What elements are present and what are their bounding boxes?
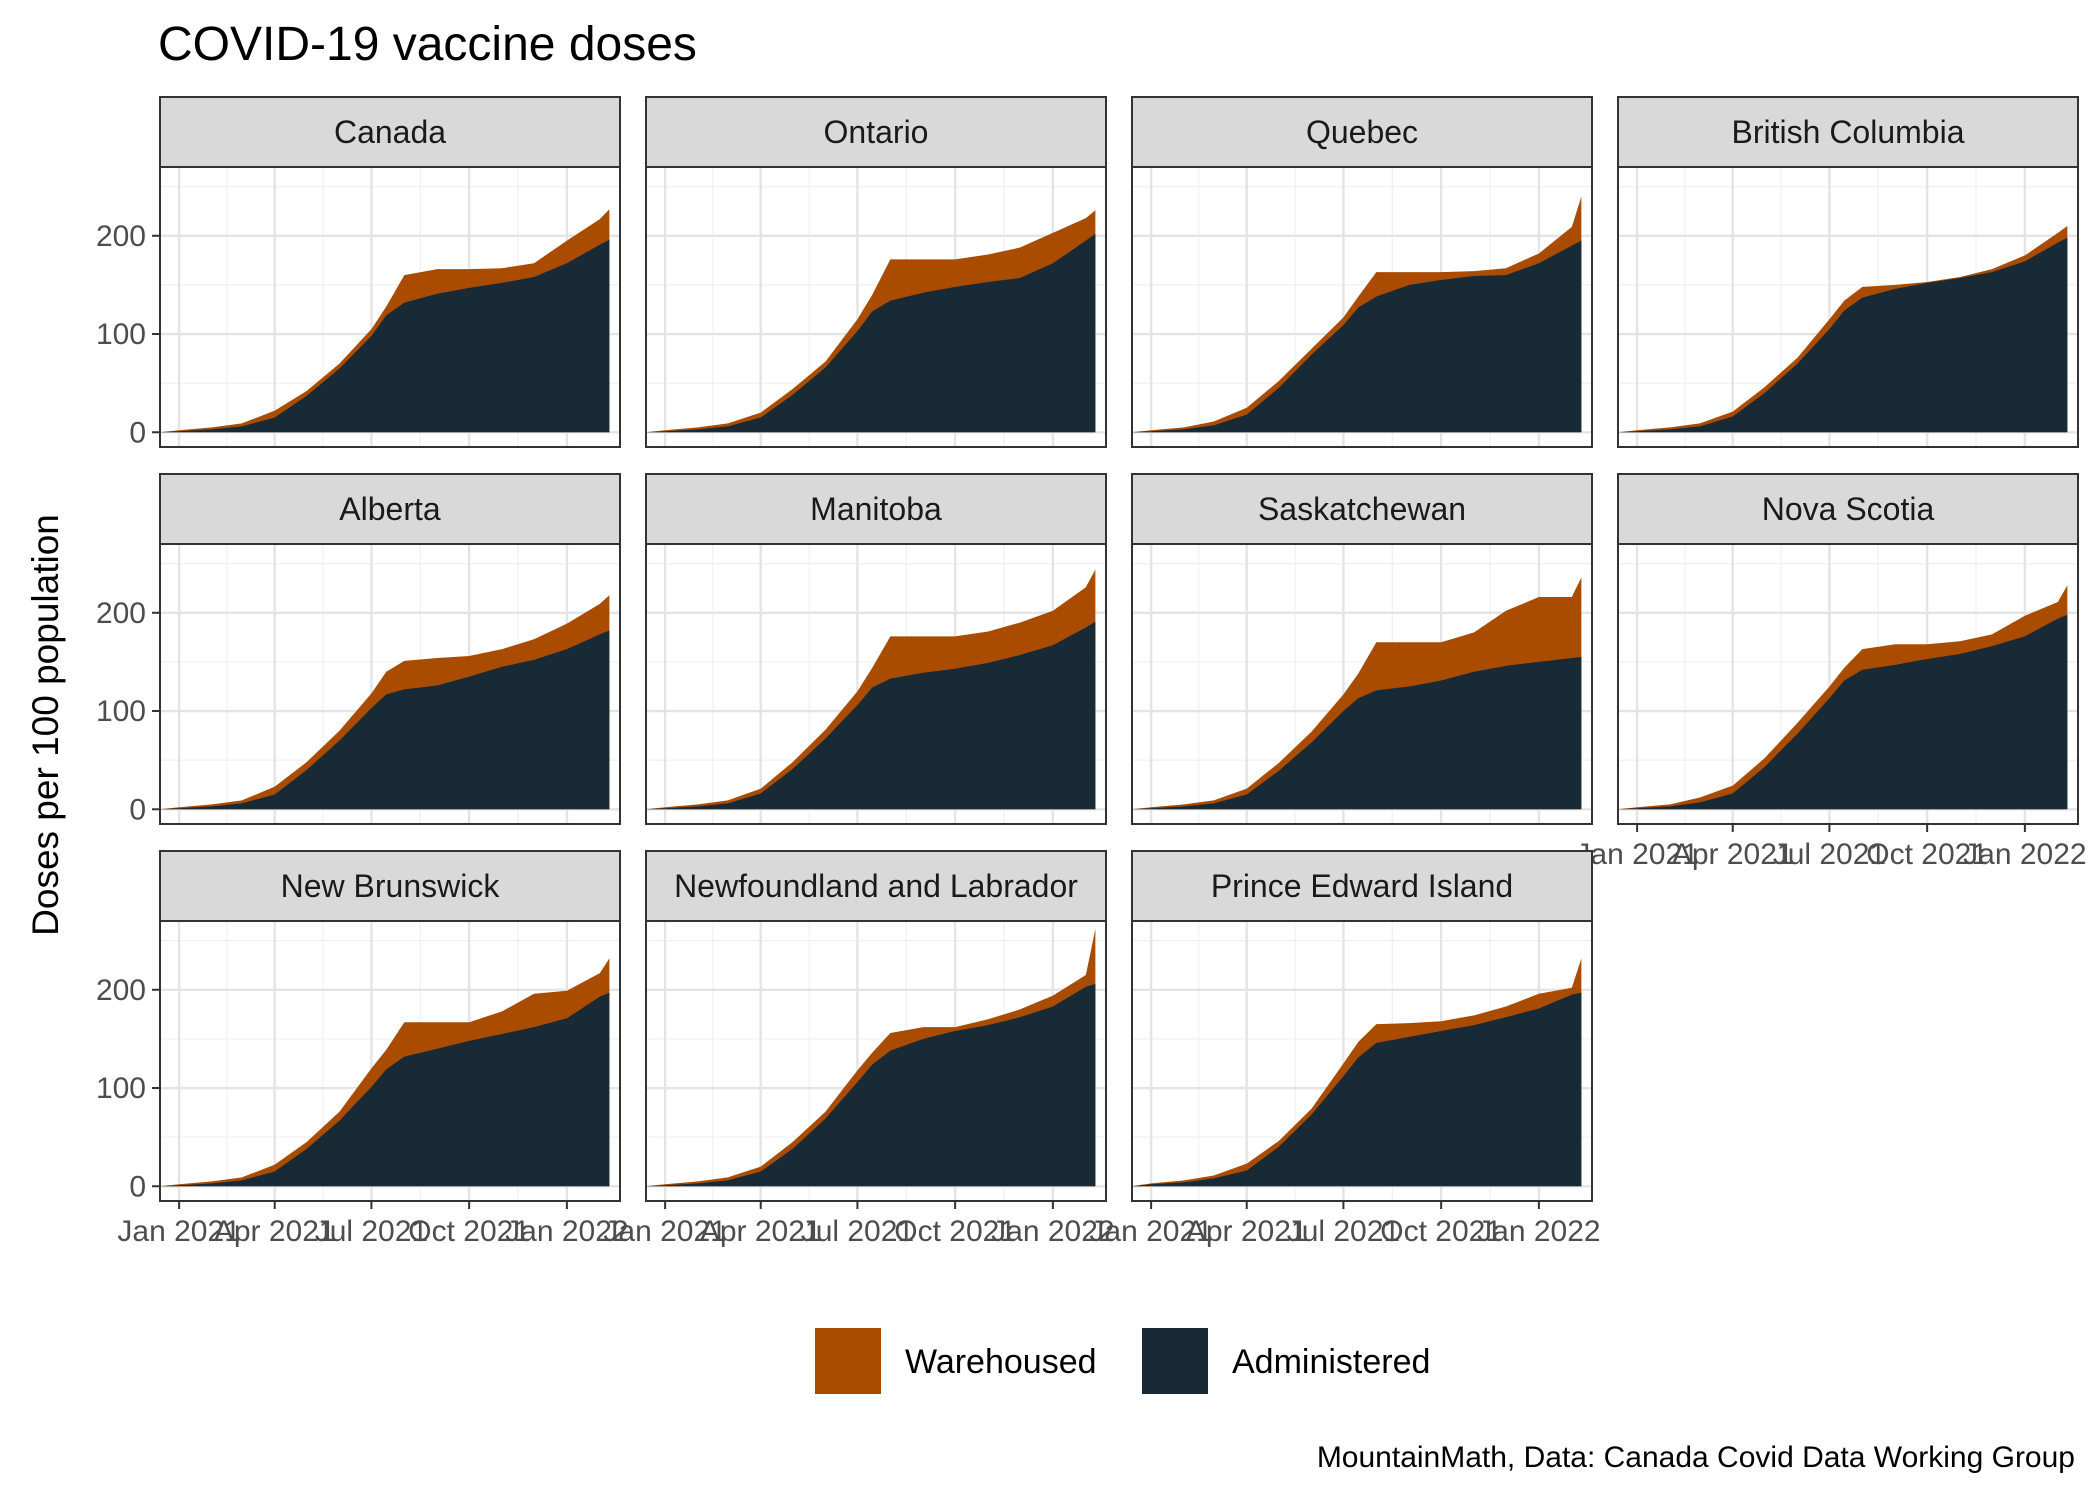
panel-border [159,920,621,1202]
panel-border [1131,543,1593,825]
y-tick-label: 200 [96,220,146,253]
panel-border [159,543,621,825]
x-tick-label: Apr 2021 [1186,1215,1308,1248]
series-administered-area [160,630,610,810]
panel-canada: Canada 0 100 200 [96,96,621,449]
panel-strip-label: Ontario [824,114,929,150]
series-administered-area [646,983,1096,1187]
panel-border [1131,166,1593,448]
panel-border [1617,543,2079,825]
x-tick-label: Jul 2021 [801,1215,914,1248]
series-administered-area [1132,240,1582,433]
panel-strip-label: Manitoba [810,491,942,527]
panel-ontario: Ontario [645,96,1107,448]
panel-strip [1131,473,1593,545]
series-administered-area [646,621,1096,810]
panel-strip-label: Nova Scotia [1762,491,1935,527]
x-tick-label: Jul 2021 [315,1215,428,1248]
series-administered-area [1618,614,2068,810]
panel-strip-label: Prince Edward Island [1211,868,1513,904]
x-tick-label: Jul 2021 [1287,1215,1400,1248]
panel-strip-label: Quebec [1306,114,1418,150]
panel-strip-label: Alberta [339,491,441,527]
x-tick-label: Oct 2021 [1866,838,1988,871]
x-tick-label: Oct 2021 [894,1215,1016,1248]
series-administered-area [1618,237,2068,433]
y-tick-label: 0 [129,416,146,449]
x-tick-label: Oct 2021 [408,1215,530,1248]
chart-title: COVID-19 vaccine doses [158,18,697,71]
panel-strip [645,96,1107,168]
x-tick-label: Apr 2021 [700,1215,822,1248]
x-tick-label: Oct 2021 [1380,1215,1502,1248]
legend-key-administered [1142,1328,1208,1394]
panel-border [645,166,1107,448]
panel-strip [645,850,1107,922]
panel-quebec: Quebec [1131,96,1593,448]
panel-border [159,166,621,448]
panel-strip [1617,473,2079,545]
panel-strip [159,850,621,922]
x-tick-label: Jan 2021 [1089,1215,1212,1248]
y-tick-label: 200 [96,597,146,630]
panel-strip [1131,850,1593,922]
x-tick-label: Jan 2021 [117,1215,240,1248]
panel-alberta: Alberta 0 100 200 [96,473,621,826]
x-tick-label: Jan 2021 [1575,838,1698,871]
series-administered-area [1132,992,1582,1187]
x-tick-label: Jan 2021 [603,1215,726,1248]
panel-border [1131,920,1593,1202]
x-tick-label: Jan 2022 [1963,838,2086,871]
panel-strip [159,473,621,545]
y-tick-label: 100 [96,695,146,728]
x-tick-label: Jul 2021 [1773,838,1886,871]
facet-panels: Canada 0 100 200 Ontario Quebec British Columb… [96,96,2087,1248]
panel-strip-label: British Columbia [1732,114,1965,150]
series-administered-area [160,992,610,1187]
series-administered-area [160,239,610,433]
panel-strip-label: Canada [334,114,446,150]
chart-caption: MountainMath, Data: Canada Covid Data Wo… [1317,1441,2075,1474]
panel-saskatchewan: Saskatchewan [1131,473,1593,825]
y-tick-label: 0 [129,1170,146,1203]
y-tick-label: 100 [96,318,146,351]
panel-strip [1131,96,1593,168]
legend-key-warehoused [815,1328,881,1394]
series-administered-area [1132,656,1582,810]
panel-strip-label: New Brunswick [281,868,501,904]
panel-border [645,543,1107,825]
x-tick-label: Apr 2021 [1672,838,1794,871]
legend-label-administered: Administered [1232,1343,1430,1381]
panel-strip-label: Saskatchewan [1258,491,1466,527]
panel-strip-label: Newfoundland and Labrador [674,868,1078,904]
panel-strip [159,96,621,168]
x-tick-label: Jan 2022 [505,1215,628,1248]
legend: Warehoused Administered [815,1328,1430,1394]
panel-manitoba: Manitoba [645,473,1107,825]
panel-strip [645,473,1107,545]
x-tick-label: Jan 2022 [991,1215,1114,1248]
y-axis-title: Doses per 100 population [25,514,66,936]
legend-label-warehoused: Warehoused [905,1343,1097,1381]
y-tick-label: 200 [96,974,146,1007]
x-tick-label: Jan 2022 [1477,1215,1600,1248]
panel-british-columbia: British Columbia [1617,96,2079,448]
y-tick-label: 100 [96,1072,146,1105]
y-tick-label: 0 [129,793,146,826]
panel-border [1617,166,2079,448]
series-administered-area [646,233,1096,433]
panel-border [645,920,1107,1202]
x-tick-label: Apr 2021 [214,1215,336,1248]
